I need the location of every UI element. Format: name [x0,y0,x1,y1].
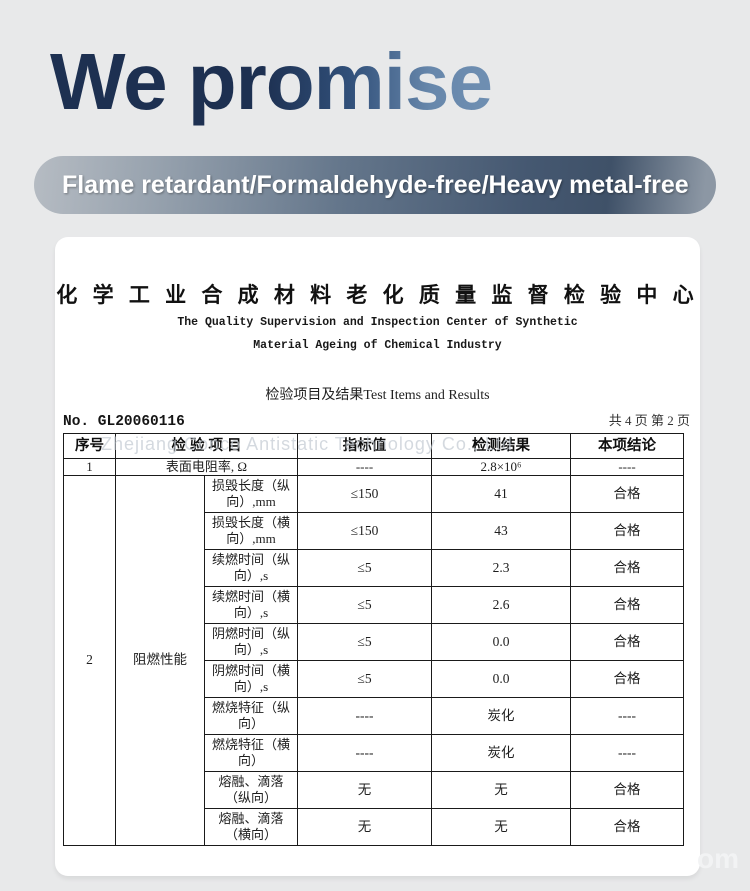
cell-conclusion: 合格 [570,586,684,625]
cell-subname: 损毁长度（横向）,mm [204,512,298,551]
cell-group-no: 2 [63,475,116,847]
cell-subname: 熔融、滴落（横向） [204,808,298,847]
cell-conclusion: ---- [570,697,684,736]
cell-spec: 无 [297,808,432,847]
table-row: 阴燃时间（纵向）,s ≤5 0.0 合格 [64,623,684,662]
cell-spec: ≤150 [297,475,432,514]
cell-spec: ---- [297,457,432,477]
report-center-name-cn: 化 学 工 业 合 成 材 料 老 化 质 量 监 督 检 验 中 心 [56,283,699,307]
header-cell-item: 检 验 项 目 [115,433,298,459]
cell-no: 1 [63,457,116,477]
table-row: 2 阻燃性能 损毁长度（纵向）,mm ≤150 41 合格 [63,475,684,847]
cell-item: 表面电阻率, Ω [115,457,298,477]
table-row: 1 表面电阻率, Ω ---- 2.8×10⁶ ---- [63,457,684,477]
cell-result: 2.3 [431,549,571,588]
report-meta-row: No. GL20060116 共 4 页 第 2 页 [63,410,690,430]
report-center-name-en-line2: Material Ageing of Chemical Industry [253,339,502,352]
header-cell-spec: 指标值 [297,433,432,459]
cell-spec: 无 [297,771,432,810]
cell-conclusion: 合格 [570,549,684,588]
table-row: 损毁长度（横向）,mm ≤150 43 合格 [64,512,684,551]
cell-conclusion: 合格 [570,512,684,551]
table-row: 熔融、滴落（横向） 无 无 合格 [64,808,684,847]
cell-group-item: 阻燃性能 [115,475,205,847]
cell-conclusion: 合格 [570,808,684,847]
cell-conclusion: 合格 [570,475,684,514]
table-row: 阴燃时间（横向）,s ≤5 0.0 合格 [64,660,684,699]
cell-conclusion: 合格 [570,771,684,810]
cell-result: 2.6 [431,586,571,625]
cell-subname: 熔融、滴落（纵向） [204,771,298,810]
cell-spec: ≤5 [297,660,432,699]
cell-result: 炭化 [431,734,571,773]
cell-result: 2.8×10⁶ [431,457,571,477]
cell-result: 炭化 [431,697,571,736]
test-report-card: 化 学 工 业 合 成 材 料 老 化 质 量 监 督 检 验 中 心 The … [55,237,700,876]
cell-spec: ≤5 [297,623,432,662]
cell-result: 0.0 [431,623,571,662]
page-title: We promise [50,34,493,130]
promise-banner: Flame retardant/Formaldehyde-free/Heavy … [34,156,716,214]
report-center-name-en-line1: The Quality Supervision and Inspection C… [177,316,578,329]
table-row: 熔融、滴落（纵向） 无 无 合格 [64,771,684,810]
cell-spec: ---- [297,734,432,773]
promise-banner-text: Flame retardant/Formaldehyde-free/Heavy … [62,170,689,199]
report-number: No. GL20060116 [63,414,185,430]
cell-result: 无 [431,808,571,847]
cell-subname: 阴燃时间（横向）,s [204,660,298,699]
cell-conclusion: 合格 [570,660,684,699]
cell-result: 43 [431,512,571,551]
cell-conclusion: 合格 [570,623,684,662]
cell-spec: ≤5 [297,586,432,625]
cell-spec: ---- [297,697,432,736]
cell-spec: ≤150 [297,512,432,551]
cell-subname: 阴燃时间（纵向）,s [204,623,298,662]
cell-result: 0.0 [431,660,571,699]
header-cell-no: 序号 [63,433,116,459]
header-cell-result: 检测结果 [431,433,571,459]
table-header-row: 序号 检 验 项 目 指标值 检测结果 本项结论 [63,433,684,459]
cell-result: 41 [431,475,571,514]
cell-subname: 燃烧特征（横向） [204,734,298,773]
cell-result: 无 [431,771,571,810]
test-results-table: 序号 检 验 项 目 指标值 检测结果 本项结论 1 表面电阻率, Ω ----… [63,433,684,847]
table-row: 续燃时间（纵向）,s ≤5 2.3 合格 [64,549,684,588]
cell-subname: 续燃时间（横向）,s [204,586,298,625]
cell-subname: 损毁长度（纵向）,mm [204,475,298,514]
table-row: 续燃时间（横向）,s ≤5 2.6 合格 [64,586,684,625]
cell-spec: ≤5 [297,549,432,588]
header-cell-conclusion: 本项结论 [570,433,684,459]
cell-subname: 燃烧特征（纵向） [204,697,298,736]
cell-subname: 续燃时间（纵向）,s [204,549,298,588]
cell-conclusion: ---- [570,457,684,477]
table-row: 燃烧特征（横向） ---- 炭化 ---- [64,734,684,773]
report-page-info: 共 4 页 第 2 页 [608,413,690,428]
site-watermark-fragment: om [697,843,739,874]
cell-conclusion: ---- [570,734,684,773]
report-section-title: 检验项目及结果Test Items and Results [265,388,490,403]
